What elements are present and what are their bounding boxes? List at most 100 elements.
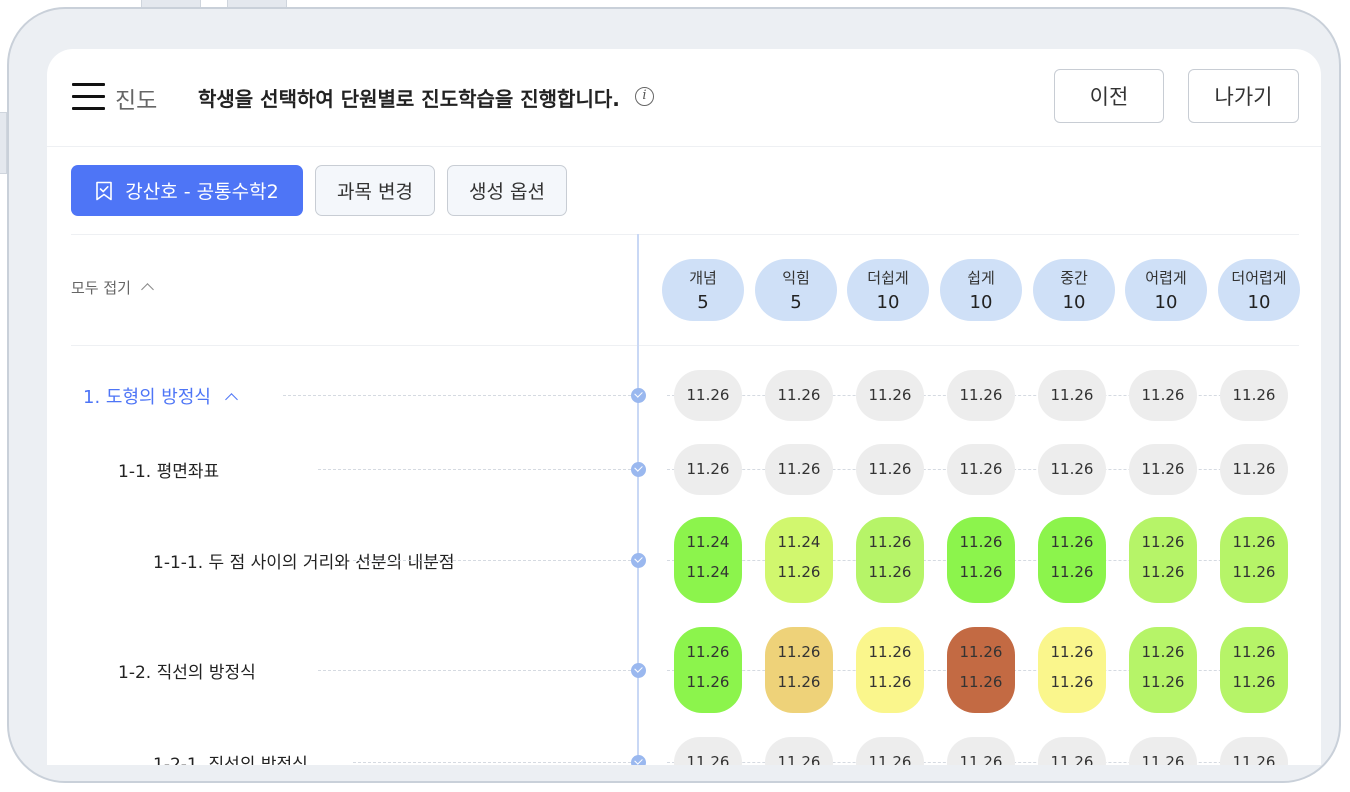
progress-cell[interactable]: 11.26 bbox=[856, 737, 924, 765]
level-pill[interactable]: 개념 5 bbox=[662, 259, 744, 321]
progress-cell[interactable]: 11.26 bbox=[1129, 370, 1197, 421]
progress-cell[interactable]: 11.26 bbox=[765, 737, 833, 765]
cell-date: 11.26 bbox=[959, 386, 1003, 404]
row-title: 1-2. 직선의 방정식 bbox=[118, 663, 256, 683]
level-pill[interactable]: 더쉽게 10 bbox=[847, 259, 929, 321]
progress-cell[interactable]: 11.26 11.26 bbox=[1129, 627, 1197, 713]
cell-date: 11.26 bbox=[1141, 563, 1185, 581]
device-side-button bbox=[0, 112, 7, 174]
info-icon[interactable]: i bbox=[635, 87, 654, 106]
row-guide-line bbox=[353, 560, 631, 561]
cell-date: 11.26 bbox=[1141, 673, 1185, 691]
cell-date: 11.26 bbox=[959, 563, 1003, 581]
cell-date: 11.26 bbox=[777, 386, 821, 404]
progress-cell[interactable]: 11.26 bbox=[1129, 444, 1197, 495]
progress-cell[interactable]: 11.26 11.26 bbox=[1129, 517, 1197, 603]
progress-cell[interactable]: 11.26 11.26 bbox=[1038, 627, 1106, 713]
exit-button[interactable]: 나가기 bbox=[1188, 69, 1299, 123]
timeline-vertical-line bbox=[637, 234, 639, 765]
level-count: 10 bbox=[876, 292, 900, 313]
cell-date: 11.26 bbox=[1050, 753, 1094, 765]
progress-cell[interactable]: 11.24 11.26 bbox=[765, 517, 833, 603]
progress-cell[interactable]: 11.26 11.26 bbox=[1220, 627, 1288, 713]
row-title: 1-1-1. 두 점 사이의 거리와 선분의 내분점 bbox=[153, 553, 455, 573]
progress-cell[interactable]: 11.26 bbox=[947, 370, 1015, 421]
level-pill[interactable]: 익힘 5 bbox=[755, 259, 837, 321]
progress-cell[interactable]: 11.26 bbox=[1038, 370, 1106, 421]
check-dot-icon bbox=[631, 462, 646, 477]
progress-cell[interactable]: 11.26 bbox=[765, 444, 833, 495]
progress-cell[interactable]: 11.26 bbox=[947, 737, 1015, 765]
level-pill[interactable]: 더어렵게 10 bbox=[1218, 259, 1300, 321]
progress-cell[interactable]: 11.26 bbox=[1220, 737, 1288, 765]
cell-date: 11.26 bbox=[1141, 533, 1185, 551]
app-header: 진도 학생을 선택하여 단원별로 진도학습을 진행합니다. i 이전 나가기 bbox=[47, 49, 1321, 147]
check-dot-icon bbox=[631, 553, 646, 568]
level-pill[interactable]: 쉽게 10 bbox=[940, 259, 1022, 321]
level-name: 더어렵게 bbox=[1231, 269, 1287, 287]
chevron-up-icon[interactable] bbox=[225, 393, 238, 406]
unit-label[interactable]: 1. 도형의 방정식 bbox=[83, 383, 238, 409]
page-title: 진도 bbox=[115, 88, 158, 114]
cell-date: 11.24 bbox=[777, 533, 821, 551]
cell-date: 11.26 bbox=[1050, 643, 1094, 661]
cell-date: 11.26 bbox=[777, 753, 821, 765]
progress-cell[interactable]: 11.26 bbox=[856, 370, 924, 421]
section-label[interactable]: 1-2. 직선의 방정식 bbox=[118, 658, 256, 683]
progress-cell[interactable]: 11.26 11.26 bbox=[947, 627, 1015, 713]
progress-cell[interactable]: 11.26 bbox=[1038, 737, 1106, 765]
cell-date: 11.26 bbox=[1050, 533, 1094, 551]
cell-date: 11.26 bbox=[777, 673, 821, 691]
cell-date: 11.26 bbox=[868, 753, 912, 765]
cell-date: 11.26 bbox=[777, 643, 821, 661]
level-name: 익힘 bbox=[782, 269, 810, 287]
change-subject-button[interactable]: 과목 변경 bbox=[315, 165, 435, 216]
cell-date: 11.26 bbox=[868, 643, 912, 661]
progress-cell[interactable]: 11.26 bbox=[674, 737, 742, 765]
cell-date: 11.26 bbox=[959, 533, 1003, 551]
topic-label[interactable]: 1-1-1. 두 점 사이의 거리와 선분의 내분점 bbox=[153, 548, 455, 573]
level-name: 쉽게 bbox=[967, 269, 995, 287]
progress-cell[interactable]: 11.26 11.26 bbox=[674, 627, 742, 713]
level-name: 개념 bbox=[689, 269, 717, 287]
progress-cell[interactable]: 11.26 11.26 bbox=[765, 627, 833, 713]
progress-cell[interactable]: 11.26 bbox=[674, 444, 742, 495]
collapse-all-toggle[interactable]: 모두 접기 bbox=[71, 277, 154, 298]
cell-date: 11.26 bbox=[1232, 673, 1276, 691]
level-pill[interactable]: 어렵게 10 bbox=[1125, 259, 1207, 321]
progress-cell[interactable]: 11.26 bbox=[674, 370, 742, 421]
progress-cell[interactable]: 11.26 bbox=[1129, 737, 1197, 765]
cell-date: 11.26 bbox=[777, 460, 821, 478]
student-subject-chip[interactable]: 강산호 - 공통수학2 bbox=[71, 165, 303, 216]
cell-date: 11.26 bbox=[1141, 386, 1185, 404]
progress-cell[interactable]: 11.26 bbox=[1220, 370, 1288, 421]
section-label[interactable]: 1-1. 평면좌표 bbox=[118, 457, 219, 482]
cell-date: 11.26 bbox=[1141, 460, 1185, 478]
generate-options-button[interactable]: 생성 옵션 bbox=[447, 165, 567, 216]
topic-label[interactable]: 1-2-1. 직선의 방정식 bbox=[153, 750, 308, 765]
cell-date: 11.26 bbox=[1141, 643, 1185, 661]
progress-cell[interactable]: 11.26 bbox=[1220, 444, 1288, 495]
cell-date: 11.26 bbox=[686, 673, 730, 691]
progress-cell[interactable]: 11.26 bbox=[856, 444, 924, 495]
progress-cell[interactable]: 11.26 11.26 bbox=[856, 517, 924, 603]
cell-date: 11.26 bbox=[1050, 386, 1094, 404]
progress-cell[interactable]: 11.26 11.26 bbox=[1220, 517, 1288, 603]
hamburger-menu-icon[interactable] bbox=[72, 83, 105, 111]
progress-cell[interactable]: 11.26 bbox=[1038, 444, 1106, 495]
cell-date: 11.26 bbox=[1050, 563, 1094, 581]
cell-date: 11.26 bbox=[686, 753, 730, 765]
cell-date: 11.26 bbox=[959, 753, 1003, 765]
level-pill[interactable]: 중간 10 bbox=[1033, 259, 1115, 321]
page-description: 학생을 선택하여 단원별로 진도학습을 진행합니다. bbox=[198, 87, 620, 111]
progress-cell[interactable]: 11.26 bbox=[947, 444, 1015, 495]
progress-cell[interactable]: 11.24 11.24 bbox=[674, 517, 742, 603]
level-count: 10 bbox=[1247, 292, 1271, 313]
cell-date: 11.26 bbox=[959, 673, 1003, 691]
progress-cell[interactable]: 11.26 11.26 bbox=[947, 517, 1015, 603]
progress-cell[interactable]: 11.26 11.26 bbox=[856, 627, 924, 713]
level-count: 5 bbox=[790, 292, 802, 313]
progress-cell[interactable]: 11.26 11.26 bbox=[1038, 517, 1106, 603]
prev-button[interactable]: 이전 bbox=[1054, 69, 1164, 123]
progress-cell[interactable]: 11.26 bbox=[765, 370, 833, 421]
